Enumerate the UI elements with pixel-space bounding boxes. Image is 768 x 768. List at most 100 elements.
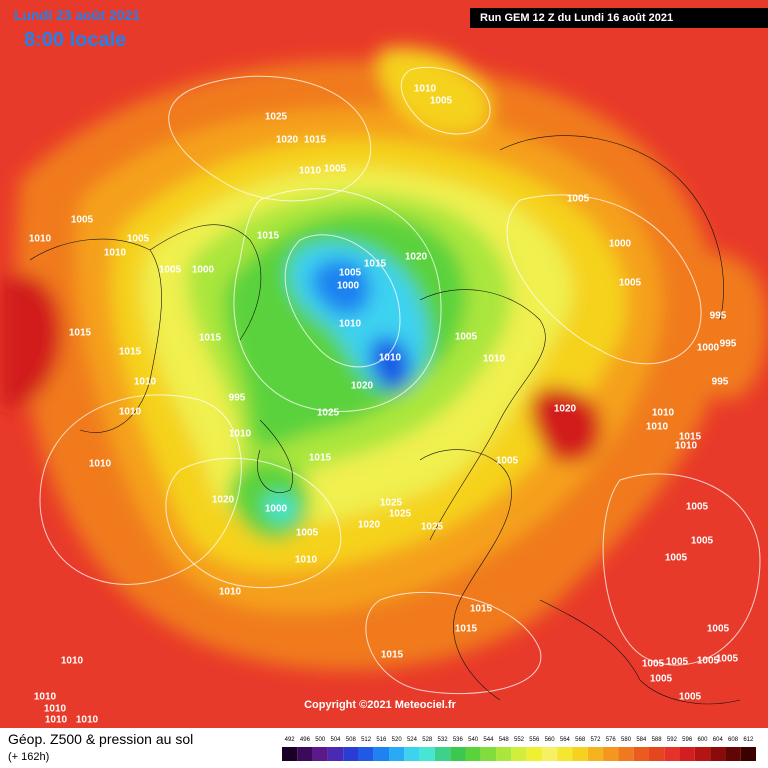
isobar-label: 1010: [219, 587, 242, 598]
legend-value: 580: [621, 737, 632, 743]
isobar-label: 995: [710, 311, 727, 322]
isobar-label: 1015: [69, 328, 92, 339]
legend-swatch: [389, 747, 405, 761]
legend-swatch: [633, 747, 649, 761]
isobar-label: 1015: [364, 259, 387, 270]
legend-swatch: [465, 747, 481, 761]
legend-value: 596: [682, 737, 693, 743]
isobar-label: 1005: [619, 278, 642, 289]
legend-value: 556: [529, 737, 540, 743]
isobar-label: 1020: [405, 252, 428, 263]
legend-swatch: [679, 747, 695, 761]
footer-lead: (+ 162h): [8, 751, 49, 763]
legend-swatch: [603, 747, 619, 761]
isobar-label: 1005: [686, 502, 709, 513]
isobar-label: 1020: [554, 404, 577, 415]
isobar-label: 1005: [455, 332, 478, 343]
legend-value: 548: [499, 737, 510, 743]
legend-swatch: [648, 747, 665, 761]
legend-value: 512: [361, 737, 372, 743]
isobar-label: 1000: [609, 239, 632, 250]
isobar-label: 1010: [45, 715, 68, 726]
legend-swatch: [282, 747, 298, 761]
legend-swatch: [312, 747, 328, 761]
isobar-label: 1005: [650, 674, 673, 685]
legend-value: 576: [606, 737, 617, 743]
isobar-label: 1010: [89, 459, 112, 470]
isobar-label: 1000: [192, 265, 215, 276]
isobar-label: 1005: [679, 692, 702, 703]
legend-value: 544: [483, 737, 494, 743]
isobar-label: 1005: [567, 194, 590, 205]
isobar-label: 1010: [34, 692, 57, 703]
isobar-label: 995: [720, 339, 737, 350]
legend-value: 612: [743, 737, 754, 743]
legend-swatch: [480, 747, 497, 761]
isobar-label: 1010: [134, 377, 157, 388]
run-box: [470, 8, 768, 28]
isobar-label: 1000: [697, 343, 720, 354]
legend-value: 496: [300, 737, 311, 743]
isobar-label: 1005: [697, 656, 720, 667]
legend-swatch: [587, 747, 604, 761]
legend-swatch: [664, 747, 680, 761]
isobar-label: 1005: [339, 268, 362, 279]
isobar-label: 1025: [380, 498, 403, 509]
isobar-label: 1005: [642, 659, 665, 670]
legend-swatch: [694, 747, 711, 761]
legend-value: 588: [652, 737, 663, 743]
isobar-label: 1025: [317, 408, 340, 419]
isobar-label: 1005: [666, 657, 689, 668]
legend-value: 508: [346, 737, 357, 743]
isobar-label: 1010: [104, 248, 127, 259]
isobar-label: 1015: [257, 231, 280, 242]
isobar-label: 1005: [716, 654, 739, 665]
isobar-label: 1015: [119, 347, 142, 358]
isobar-label: 1020: [276, 135, 299, 146]
isobar-label: 1005: [430, 96, 453, 107]
isobar-label: 1010: [652, 408, 675, 419]
legend-value: 600: [697, 737, 708, 743]
isobar-label: 1010: [229, 429, 252, 440]
isobar-label: 1010: [483, 354, 506, 365]
legend-value: 492: [285, 737, 296, 743]
legend-swatch: [572, 747, 588, 761]
isobar-label: 1015: [455, 624, 478, 635]
isobar-label: 995: [229, 393, 246, 404]
isobar-label: 1020: [212, 495, 235, 506]
isobar-label: 1010: [119, 407, 142, 418]
legend-value: 524: [407, 737, 418, 743]
isobar-label: 1005: [707, 624, 730, 635]
legend-value: 568: [575, 737, 586, 743]
legend-value: 552: [514, 737, 525, 743]
legend-swatch: [557, 747, 573, 761]
run-info: Run GEM 12 Z du Lundi 16 août 2021: [480, 12, 673, 24]
legend-swatch: [511, 747, 527, 761]
legend-swatch: [541, 747, 558, 761]
legend-value: 564: [560, 737, 571, 743]
isobar-label: 1005: [665, 553, 688, 564]
legend-swatch: [404, 747, 420, 761]
isobar-label: 1025: [421, 522, 444, 533]
isobar-label: 995: [712, 377, 729, 388]
legend: 492 496 500 504 508 512 516 520 524 528 532 536 540 5…: [282, 737, 756, 761]
legend-swatch: [434, 747, 451, 761]
legend-value: 532: [438, 737, 449, 743]
legend-swatch: [358, 747, 374, 761]
isobar-label: 1005: [71, 215, 94, 226]
isobar-label: 1025: [265, 112, 288, 123]
isobar-label: 1000: [337, 281, 360, 292]
legend-swatch: [710, 747, 726, 761]
legend-swatch: [327, 747, 344, 761]
legend-value: 604: [713, 737, 724, 743]
legend-value: 528: [422, 737, 433, 743]
isobar-label: 1010: [44, 704, 67, 715]
legend-value: 608: [728, 737, 739, 743]
isobar-label: 1020: [358, 520, 381, 531]
legend-swatch: [450, 747, 466, 761]
legend-value: 516: [376, 737, 387, 743]
footer-title: Géop. Z500 & pression au sol: [8, 731, 193, 747]
isobar-label: 1010: [299, 166, 322, 177]
